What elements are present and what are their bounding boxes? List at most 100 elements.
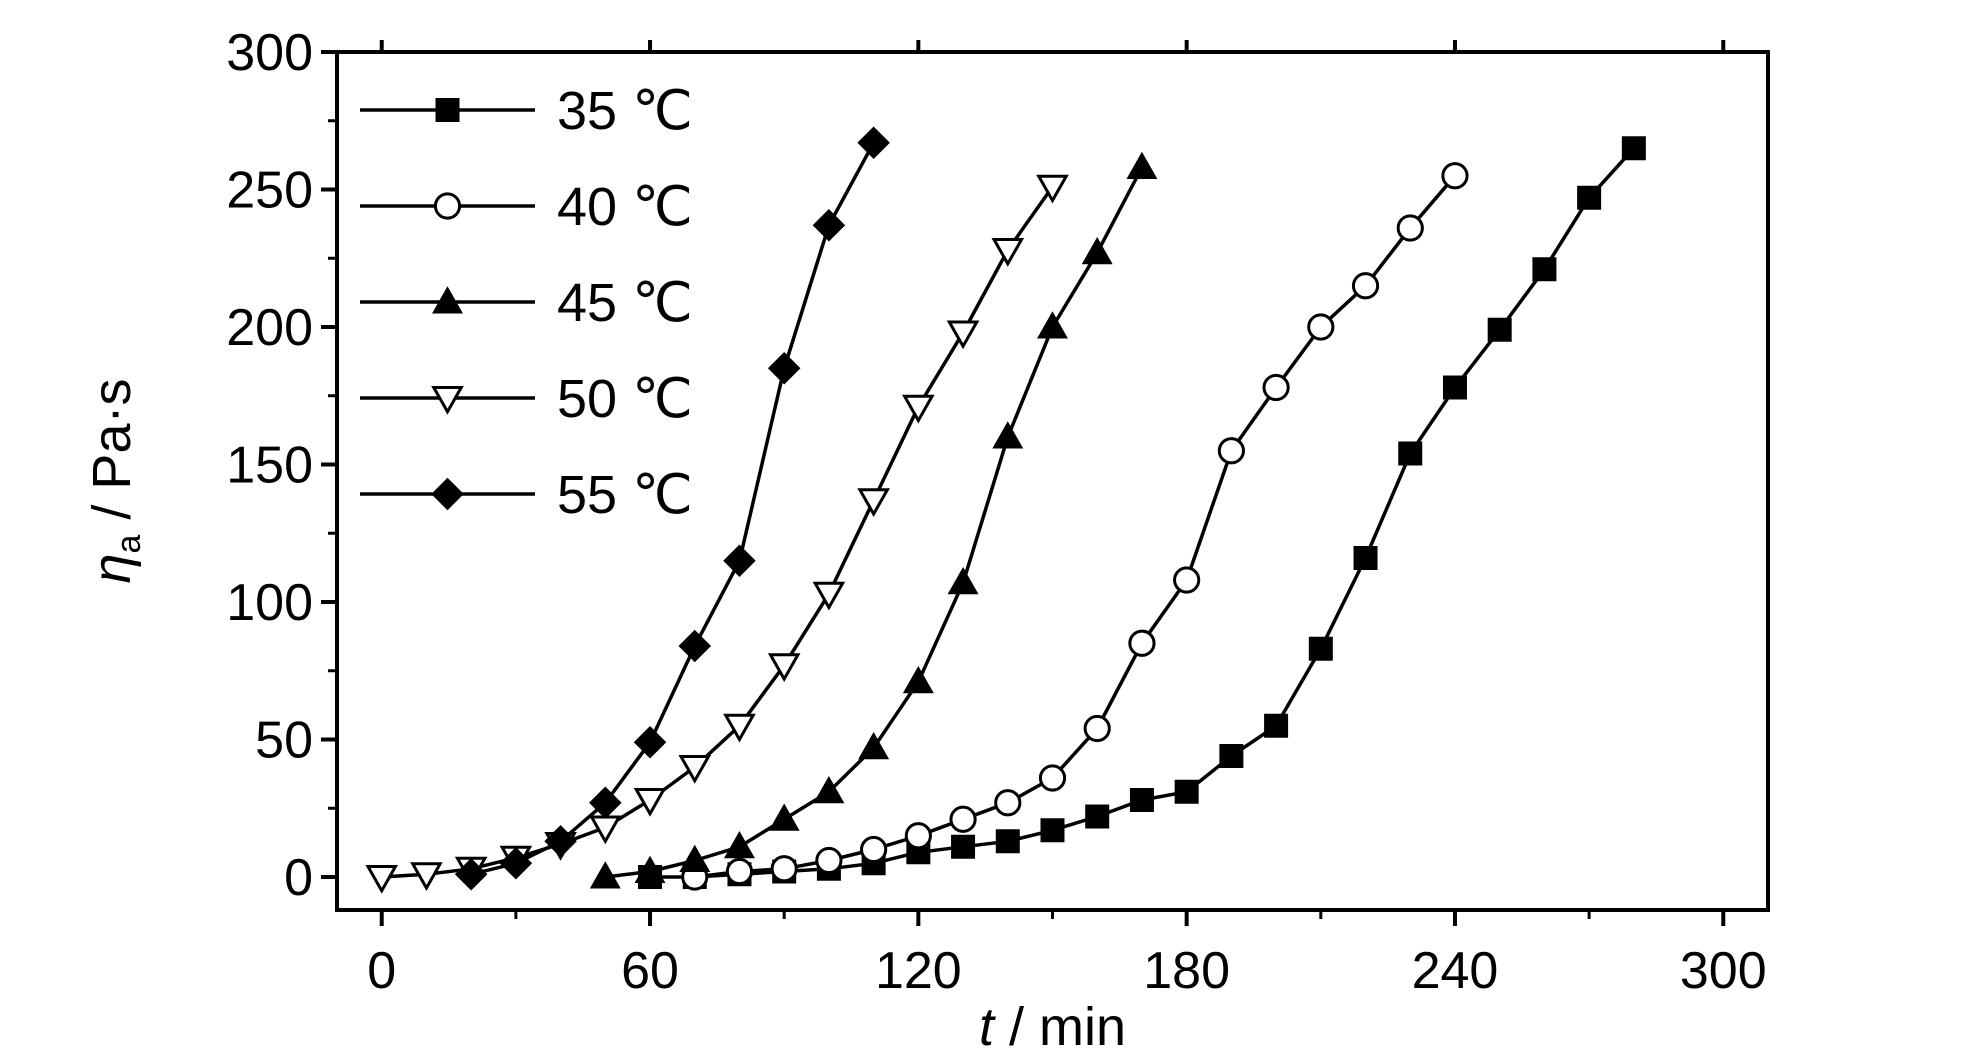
legend: 35 ℃ 40 ℃ 45 ℃ 50 ℃ 55 ℃ <box>360 81 693 525</box>
legend-item: 50 ℃ <box>360 369 693 429</box>
data-point <box>1038 764 1067 792</box>
data-point <box>634 855 666 883</box>
legend-label: 40 ℃ <box>557 177 693 237</box>
x-axis-unit: / min <box>994 997 1126 1057</box>
data-point <box>947 566 979 595</box>
x-tick-label: 0 <box>367 942 396 1000</box>
y-tick-label: 50 <box>255 712 313 770</box>
data-point <box>949 805 977 833</box>
data-point <box>1083 714 1111 743</box>
data-point <box>589 861 621 889</box>
data-point <box>678 629 712 663</box>
y-tick-label: 200 <box>226 299 313 357</box>
data-point <box>1396 214 1424 242</box>
data-point <box>992 421 1024 449</box>
data-point <box>633 788 667 817</box>
data-point <box>1037 311 1068 339</box>
data-point <box>544 824 577 858</box>
data-point <box>858 731 890 760</box>
data-point <box>902 665 934 694</box>
series-layer <box>365 126 1646 894</box>
data-point <box>724 830 755 859</box>
data-point <box>679 844 711 872</box>
series-2 <box>681 162 1469 891</box>
data-point <box>678 755 712 784</box>
y-axis-unit: / Pa·s <box>82 379 142 535</box>
data-point <box>994 789 1022 817</box>
legend-marker <box>432 286 463 314</box>
data-point <box>770 855 798 883</box>
data-point <box>812 208 846 242</box>
data-point <box>1174 779 1199 804</box>
data-point <box>1264 713 1289 738</box>
y-axis-variable: η <box>82 553 142 583</box>
data-point <box>767 653 801 683</box>
data-point <box>1126 151 1158 179</box>
data-point <box>410 862 443 892</box>
data-point <box>1353 546 1378 570</box>
data-point <box>1487 317 1512 342</box>
data-point <box>1128 629 1156 657</box>
data-point <box>1308 636 1333 661</box>
legend-marker <box>431 477 464 511</box>
data-point <box>1219 744 1244 768</box>
series-1 <box>638 136 1646 889</box>
data-point <box>588 815 622 845</box>
data-point <box>813 775 845 804</box>
x-axis-title: t / min <box>979 997 1126 1057</box>
x-tick-label: 300 <box>1680 942 1767 1000</box>
data-point <box>633 725 667 759</box>
y-axis-title: ηa / Pa·s <box>82 379 148 584</box>
y-tick-label: 300 <box>226 24 313 82</box>
series-line <box>470 141 876 876</box>
x-tick-label: 60 <box>621 942 679 1000</box>
x-axis-variable: t <box>979 997 996 1057</box>
data-point <box>589 786 622 820</box>
data-point <box>1532 257 1557 282</box>
legend-label: 35 ℃ <box>557 81 693 141</box>
legend-label: 45 ℃ <box>557 273 693 333</box>
legend-item: 55 ℃ <box>360 465 693 525</box>
data-point <box>815 846 843 875</box>
legend-marker <box>431 386 464 415</box>
data-point <box>812 581 846 611</box>
data-point <box>991 238 1025 267</box>
data-point <box>723 544 756 578</box>
series-3 <box>589 151 1158 889</box>
x-tick-label: 180 <box>1143 942 1230 1000</box>
series-line <box>381 185 1054 879</box>
data-point <box>767 351 801 385</box>
y-tick-label: 150 <box>226 437 313 495</box>
legend-item: 40 ℃ <box>360 177 693 237</box>
data-point <box>857 488 890 518</box>
x-tick-label: 120 <box>875 942 962 1000</box>
data-point <box>1173 566 1201 594</box>
data-point <box>1351 272 1380 300</box>
legend-marker <box>435 98 460 122</box>
y-tick-label: 0 <box>284 849 313 907</box>
data-point <box>1307 313 1335 341</box>
data-point <box>1129 788 1154 812</box>
data-point <box>1441 162 1469 190</box>
data-point <box>454 857 488 891</box>
data-point <box>860 835 888 864</box>
data-point <box>904 822 932 850</box>
series-line <box>650 147 1636 879</box>
data-point <box>1217 437 1245 465</box>
series-4 <box>365 174 1069 894</box>
series-line <box>694 174 1457 879</box>
data-point <box>1040 818 1065 843</box>
data-point <box>723 713 756 743</box>
legend-item: 45 ℃ <box>360 273 693 333</box>
data-point <box>1036 174 1069 204</box>
y-tick-label: 250 <box>226 162 313 220</box>
series-5 <box>454 126 890 891</box>
data-point <box>1081 236 1113 265</box>
data-point <box>365 865 399 894</box>
y-tick-label: 100 <box>226 574 313 632</box>
data-point <box>1577 185 1602 210</box>
data-point <box>1398 441 1423 466</box>
legend-label: 55 ℃ <box>557 465 693 525</box>
data-point <box>857 126 890 160</box>
